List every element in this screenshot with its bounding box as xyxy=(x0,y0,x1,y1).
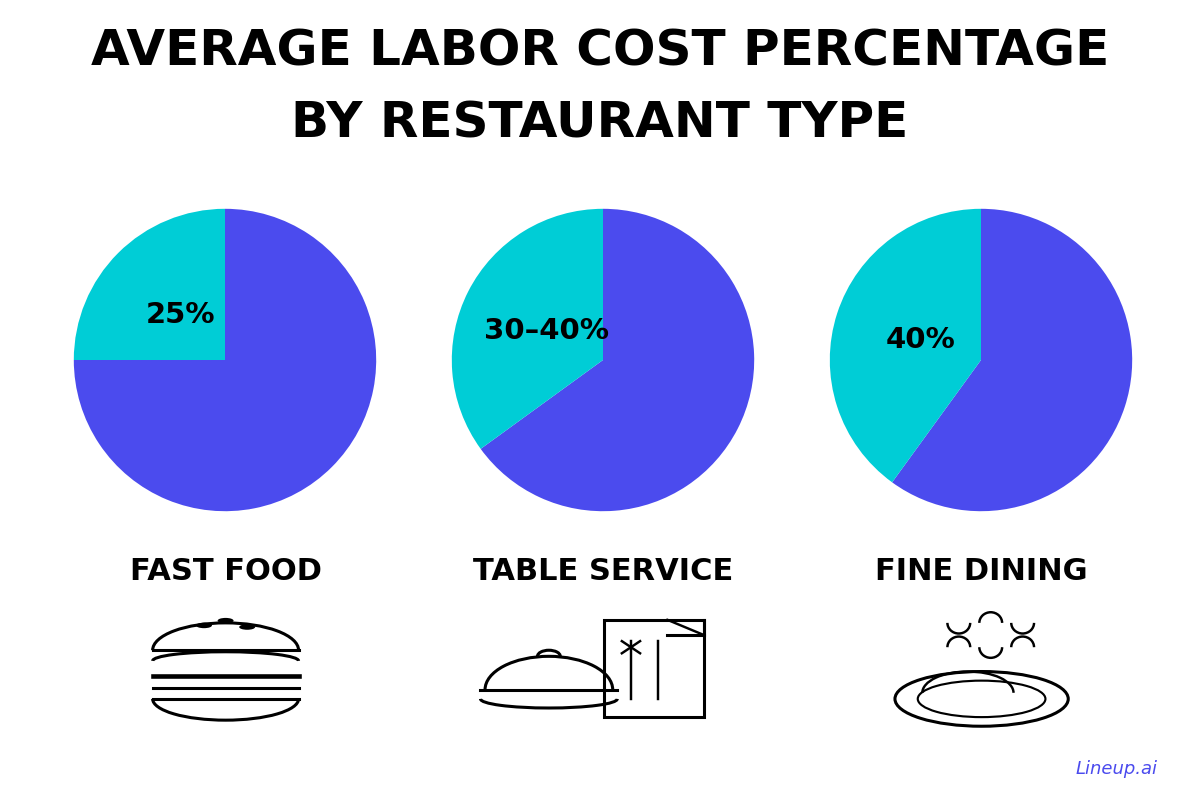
Ellipse shape xyxy=(196,622,212,628)
Text: 25%: 25% xyxy=(145,301,215,329)
Text: 30–40%: 30–40% xyxy=(484,317,608,345)
Text: BY RESTAURANT TYPE: BY RESTAURANT TYPE xyxy=(292,100,908,148)
Wedge shape xyxy=(892,209,1132,511)
Wedge shape xyxy=(830,209,982,482)
Wedge shape xyxy=(452,209,604,449)
Wedge shape xyxy=(481,209,754,511)
Text: Lineup.ai: Lineup.ai xyxy=(1076,760,1158,778)
Wedge shape xyxy=(73,209,376,511)
Ellipse shape xyxy=(239,624,256,630)
Text: FAST FOOD: FAST FOOD xyxy=(130,558,322,586)
Text: FINE DINING: FINE DINING xyxy=(875,558,1088,586)
Text: 40%: 40% xyxy=(886,326,955,354)
Wedge shape xyxy=(73,209,226,360)
Text: TABLE SERVICE: TABLE SERVICE xyxy=(474,558,733,586)
Ellipse shape xyxy=(217,618,234,623)
Text: AVERAGE LABOR COST PERCENTAGE: AVERAGE LABOR COST PERCENTAGE xyxy=(91,28,1109,76)
